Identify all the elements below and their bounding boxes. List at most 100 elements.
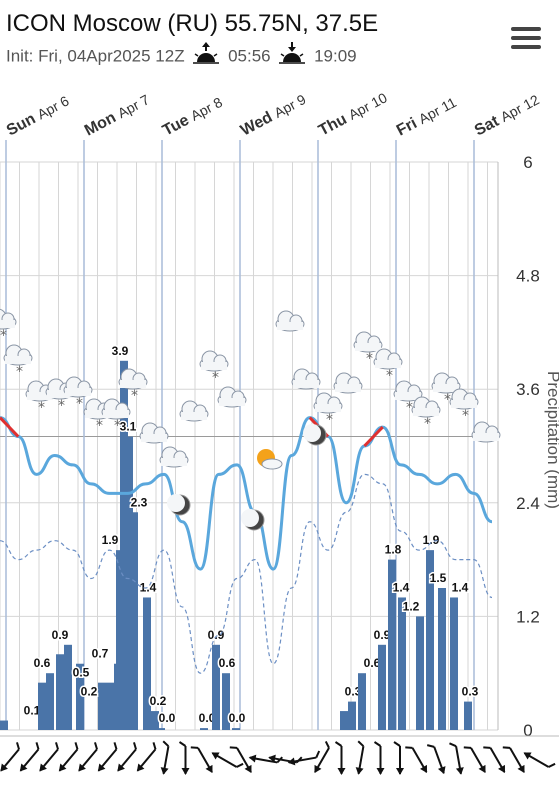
dewpoint-line xyxy=(0,473,493,674)
precip-bar xyxy=(340,711,348,730)
y-tick-label: 3.6 xyxy=(516,380,540,399)
precip-label: 0.2 xyxy=(81,685,98,699)
cloud-snow-icon: * xyxy=(449,388,479,424)
cloud-icon xyxy=(471,421,501,443)
wind-arrow-icon xyxy=(373,741,385,775)
temperature-warm-segment xyxy=(0,416,20,438)
svg-text:*: * xyxy=(16,364,23,380)
cloud-icon xyxy=(159,446,189,468)
cloud-icon xyxy=(217,386,247,408)
svg-text:*: * xyxy=(366,351,373,367)
svg-text:*: * xyxy=(76,396,83,412)
precip-label: 0.6 xyxy=(219,656,236,670)
precip-bar xyxy=(388,559,396,730)
precip-bar xyxy=(232,728,240,730)
cloud-icon xyxy=(333,372,363,394)
init-line: Init: Fri, 04Apr2025 12Z 05:56 19:09 xyxy=(6,42,357,71)
sun-cloud-icon xyxy=(257,449,283,470)
cloud-snow-icon: * xyxy=(431,372,461,408)
svg-text:*: * xyxy=(424,416,431,432)
precip-bar xyxy=(100,701,108,730)
day-label: Thu Apr 10 xyxy=(316,89,390,139)
y-axis-label: Precipitation (mm) xyxy=(544,371,559,509)
precip-bar xyxy=(222,673,230,730)
wind-arrow-icon xyxy=(393,741,404,775)
svg-text:*: * xyxy=(114,418,121,434)
header: ICON Moscow (RU) 55.75N, 37.5E Init: Fri… xyxy=(0,0,559,80)
precip-bar xyxy=(151,711,159,730)
temperature-line xyxy=(0,416,493,571)
cloud-snow-icon: * xyxy=(101,398,131,434)
hamburger-menu-icon[interactable] xyxy=(511,27,541,49)
precip-label: 0.7 xyxy=(92,647,109,661)
cloud-snow-icon: * xyxy=(393,380,423,416)
wind-arrow-icon xyxy=(502,746,525,773)
wind-arrow-icon xyxy=(334,741,346,775)
precip-label: 0.6 xyxy=(34,656,51,670)
wind-arrow-icon xyxy=(314,740,330,773)
precip-bar xyxy=(120,360,128,730)
wind-arrow-icon xyxy=(287,750,321,766)
wind-arrow-icon xyxy=(355,740,365,775)
precip-label: 3.9 xyxy=(112,344,129,358)
svg-text:*: * xyxy=(462,408,469,424)
precip-bar xyxy=(130,512,138,730)
sunrise-icon xyxy=(193,42,220,71)
precip-bar xyxy=(64,644,72,730)
precip-bar xyxy=(398,597,406,730)
day-label: Fri Apr 11 xyxy=(394,94,460,140)
precip-bar xyxy=(76,663,84,730)
day-label: Tue Apr 8 xyxy=(160,94,226,140)
precip-bar xyxy=(212,644,220,730)
y-tick-label: 4.8 xyxy=(516,267,540,286)
precip-bar xyxy=(56,654,64,730)
cloud-snow-icon: * xyxy=(3,344,33,380)
precip-bar xyxy=(46,673,54,730)
cloud-snow-icon: * xyxy=(118,368,148,404)
precip-bar xyxy=(157,728,165,730)
wind-arrow-icon xyxy=(117,742,137,772)
wind-arrow-icon xyxy=(178,741,190,775)
precip-bar xyxy=(416,616,424,730)
cloud-snow-icon: * xyxy=(353,331,383,367)
precip-bar xyxy=(358,673,366,730)
precip-label: 1.9 xyxy=(423,533,440,547)
wind-arrow-icon xyxy=(160,740,170,775)
precip-bar xyxy=(200,728,208,730)
svg-text:*: * xyxy=(386,368,393,384)
cloud-icon xyxy=(179,400,209,422)
sunset-time: 19:09 xyxy=(314,46,357,66)
wind-arrow-icon xyxy=(19,742,40,772)
precip-bar xyxy=(378,644,386,730)
precip-bar xyxy=(438,588,446,730)
precip-label: 1.9 xyxy=(102,533,119,547)
cloud-icon xyxy=(139,422,169,444)
precip-label: 1.8 xyxy=(385,543,402,557)
precip-bar xyxy=(464,701,472,730)
svg-text:*: * xyxy=(212,370,219,386)
precip-label: 0.3 xyxy=(462,685,479,699)
precip-label: 0.6 xyxy=(364,656,381,670)
y-tick-label: 0 xyxy=(523,721,532,740)
precip-bar xyxy=(38,682,46,730)
cloud-snow-icon: * xyxy=(63,376,93,412)
precip-bar xyxy=(143,597,151,730)
precip-label: 0.0 xyxy=(159,711,176,725)
sunset-icon xyxy=(279,42,306,71)
cloud-icon xyxy=(275,310,305,332)
sunrise-time: 05:56 xyxy=(228,46,271,66)
wind-arrow-icon xyxy=(426,744,446,775)
wind-arrow-icon xyxy=(405,746,428,773)
wind-arrow-icon xyxy=(268,754,303,764)
precip-label: 1.4 xyxy=(393,580,410,594)
y-tick-label: 6 xyxy=(523,153,532,172)
precip-label: 0.0 xyxy=(229,711,246,725)
precip-label: 2.3 xyxy=(131,495,148,509)
svg-text:*: * xyxy=(444,392,451,408)
precip-label: 0.2 xyxy=(150,694,167,708)
precip-bar xyxy=(106,682,114,730)
svg-text:*: * xyxy=(131,388,138,404)
svg-text:*: * xyxy=(38,400,45,416)
precip-bar xyxy=(0,720,8,730)
